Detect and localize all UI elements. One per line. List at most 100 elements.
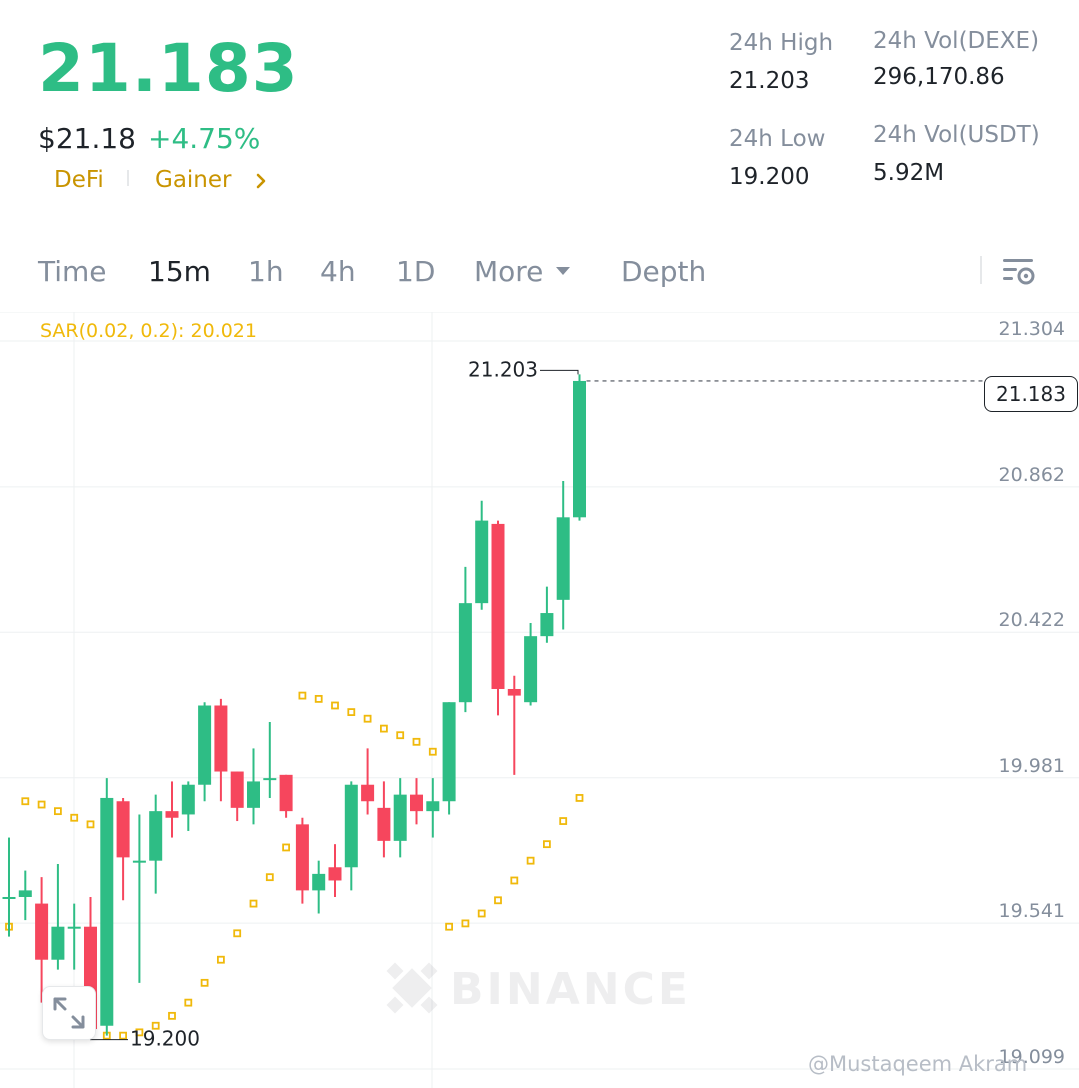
sar-dot <box>135 1028 144 1037</box>
last-price-tag: 21.183 <box>984 376 1078 412</box>
sar-dot <box>575 794 584 802</box>
sar-dot <box>86 820 95 829</box>
candle-body <box>344 784 358 868</box>
sar-dot <box>314 694 323 703</box>
candle-body <box>312 873 326 891</box>
candle-body <box>491 523 505 689</box>
expand-icon <box>53 997 85 1029</box>
candle-body <box>214 705 228 772</box>
low-annotation: 19.200 <box>130 1027 200 1051</box>
candle-body <box>556 517 570 600</box>
expand-chart-button[interactable] <box>42 986 96 1040</box>
candle-body <box>230 771 244 808</box>
candle-body <box>165 811 179 818</box>
y-tick-label: 19.981 <box>999 755 1065 777</box>
candle-body <box>442 702 456 802</box>
sar-dot <box>412 737 421 746</box>
candle-body <box>100 797 114 1026</box>
author-watermark: @Mustaqeem Akram <box>808 1052 1028 1076</box>
sar-dot <box>494 896 502 905</box>
sar-dot <box>119 1031 127 1040</box>
candle-body <box>475 520 489 604</box>
sar-dot <box>184 998 193 1007</box>
sar-dot <box>510 876 519 885</box>
sar-dot <box>477 909 486 918</box>
candle-body <box>67 926 81 929</box>
sar-dot <box>54 807 62 816</box>
chevron-right-icon[interactable] <box>250 170 272 192</box>
y-tick-label: 21.304 <box>999 318 1065 340</box>
sar-dot <box>168 1011 176 1020</box>
sar-dot <box>249 899 258 908</box>
sar-dot <box>298 691 307 700</box>
candle-body <box>573 380 586 518</box>
y-tick-label: 20.862 <box>999 464 1065 486</box>
sar-dot <box>151 1021 160 1030</box>
tab-more[interactable]: More <box>474 255 544 288</box>
stat-vol-base-label: 24h Vol(DEXE) <box>873 28 1040 54</box>
candlestick-chart[interactable]: BINANCE 21.304 20.862 20.422 19.981 19.541 19… <box>0 312 1079 1088</box>
sar-dot <box>445 922 454 931</box>
candle-body <box>279 774 293 812</box>
candle-body <box>263 778 277 781</box>
chart-settings-icon[interactable] <box>1000 254 1036 290</box>
candle-body <box>524 636 538 703</box>
tab-1d[interactable]: 1D <box>396 255 436 288</box>
sar-dot <box>21 797 30 806</box>
sar-dot <box>461 919 470 928</box>
stat-high-label: 24h High <box>729 30 834 56</box>
interval-tabs: Time 15m 1h 4h 1D More Depth <box>0 240 1079 310</box>
candle-body <box>458 603 472 703</box>
tag-defi[interactable]: DeFi <box>54 167 104 193</box>
candle-body <box>198 705 212 785</box>
tab-4h[interactable]: 4h <box>320 255 356 288</box>
stat-high-value: 21.203 <box>729 68 810 94</box>
price-change-percent: +4.75% <box>148 122 261 155</box>
y-tick-label: 19.541 <box>999 900 1065 922</box>
tab-1h[interactable]: 1h <box>248 255 284 288</box>
tab-time[interactable]: Time <box>38 255 107 288</box>
sar-dot <box>559 817 568 825</box>
candle-body <box>410 794 423 812</box>
stat-low-label: 24h Low <box>729 126 826 152</box>
candle-body <box>132 860 146 863</box>
stat-vol-quote-label: 24h Vol(USDT) <box>873 122 1040 148</box>
sar-dot <box>363 714 372 723</box>
sar-dot <box>265 873 274 882</box>
tab-15m[interactable]: 15m <box>148 255 211 288</box>
candle-body <box>361 784 375 802</box>
candle-body <box>181 784 195 815</box>
candle-body <box>540 613 554 637</box>
tab-depth[interactable]: Depth <box>621 255 707 288</box>
candle-body <box>149 811 163 861</box>
candle-body <box>393 794 407 841</box>
sar-dot <box>70 813 79 822</box>
candle-body <box>35 903 49 960</box>
tag-gainer[interactable]: Gainer <box>155 167 232 193</box>
sar-dot <box>37 800 46 809</box>
candle-body <box>116 801 130 858</box>
sar-dot <box>396 731 405 740</box>
high-marker-line <box>540 369 579 375</box>
y-tick-label: 20.422 <box>999 609 1065 631</box>
sar-dot <box>526 856 535 865</box>
sar-dot <box>282 843 291 852</box>
sar-dot <box>200 978 209 987</box>
sar-dot <box>379 724 388 733</box>
caret-down-icon[interactable] <box>556 266 570 276</box>
candle-body <box>426 801 440 812</box>
sar-dot <box>233 929 242 938</box>
sar-dot <box>543 840 551 849</box>
tabs-divider <box>980 256 982 284</box>
candle-body <box>2 896 16 899</box>
sar-dot <box>216 955 225 964</box>
candle-body <box>18 890 32 897</box>
stat-vol-quote-value: 5.92M <box>873 160 945 186</box>
candle-body <box>377 807 391 841</box>
stat-vol-base-value: 296,170.86 <box>873 64 1005 90</box>
candle-body <box>247 781 260 808</box>
sar-dot <box>331 701 339 710</box>
sar-indicator-label: SAR(0.02, 0.2): 20.021 <box>40 320 257 342</box>
candle-body <box>328 867 342 881</box>
svg-text:BINANCE: BINANCE <box>450 964 691 1015</box>
